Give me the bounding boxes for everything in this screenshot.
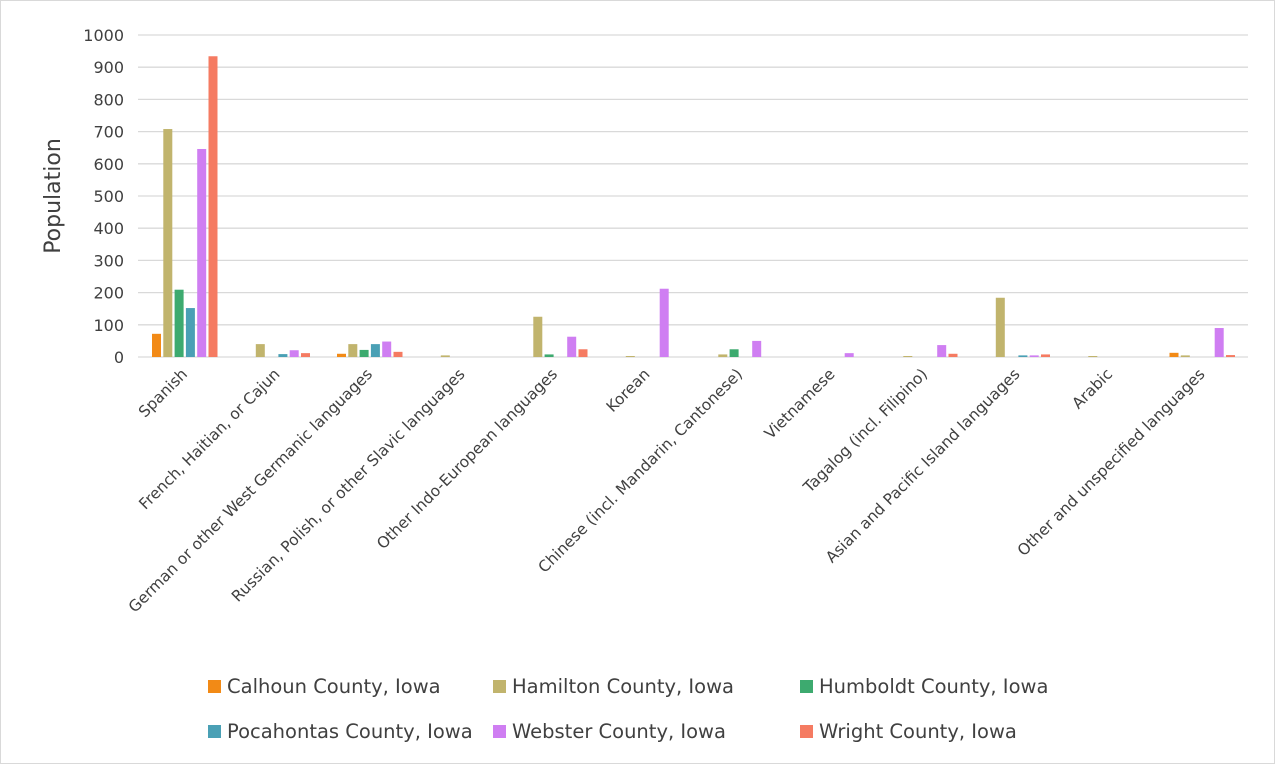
bar	[255, 344, 265, 357]
bar	[370, 344, 380, 357]
bars	[152, 56, 1235, 357]
bar	[995, 297, 1005, 357]
bar	[289, 350, 299, 357]
bar	[440, 355, 450, 357]
bar	[382, 341, 392, 357]
x-category-label: Chinese (incl. Mandarin, Cantonese)	[535, 365, 746, 576]
y-tick-label: 900	[93, 58, 124, 77]
bar	[567, 336, 577, 357]
legend-swatch	[800, 680, 813, 693]
y-tick-label: 200	[93, 284, 124, 303]
bar	[393, 351, 403, 357]
y-tick-label: 1000	[83, 26, 124, 45]
legend-swatch	[208, 680, 221, 693]
bar	[937, 345, 947, 357]
bar	[844, 353, 854, 357]
x-category-label: Asian and Pacific Island languages	[822, 365, 1023, 566]
legend-swatch	[493, 725, 506, 738]
y-tick-label: 800	[93, 90, 124, 109]
bar	[163, 129, 173, 357]
bar	[208, 56, 218, 357]
y-axis-title: Population	[41, 138, 66, 254]
x-category-label: Other and unspecified languages	[1014, 365, 1209, 560]
legend-label: Humboldt County, Iowa	[819, 675, 1048, 698]
bar	[337, 353, 346, 357]
legend-label: Hamilton County, Iowa	[512, 675, 734, 698]
y-tick-label: 700	[93, 123, 124, 142]
bar	[1214, 328, 1224, 357]
bar	[903, 356, 913, 357]
x-category-label: Arabic	[1069, 365, 1116, 412]
bar	[948, 353, 958, 357]
bar	[174, 289, 184, 357]
bar	[301, 353, 310, 357]
bar	[1018, 355, 1028, 357]
y-tick-label: 500	[93, 187, 124, 206]
bar	[1088, 356, 1098, 357]
bar	[1169, 352, 1179, 357]
legend-label: Wright County, Iowa	[819, 720, 1017, 743]
legend-label: Webster County, Iowa	[512, 720, 726, 743]
legend-swatch	[800, 725, 813, 738]
bar	[752, 340, 762, 357]
x-category-label: Other Indo-European languages	[373, 365, 561, 553]
y-tick-label: 300	[93, 251, 124, 270]
x-category-label: Vietnamese	[761, 365, 839, 443]
y-axis-tick-labels: 0 100 200 300 400 500 600 700 800 900 1000	[83, 26, 124, 367]
x-category-label: Spanish	[135, 365, 191, 421]
bar	[152, 333, 161, 357]
x-category-label: Korean	[603, 365, 654, 416]
bar	[625, 356, 635, 357]
bar	[1226, 355, 1235, 357]
bar	[1041, 354, 1050, 357]
y-tick-label: 600	[93, 155, 124, 174]
legend-label: Calhoun County, Iowa	[227, 675, 441, 698]
gridlines	[138, 34, 1248, 358]
legend-swatch	[208, 725, 221, 738]
y-tick-label: 0	[114, 348, 124, 367]
bar	[278, 354, 288, 357]
legend: Calhoun County, Iowa Hamilton County, Iow…	[208, 675, 1048, 743]
legend-label: Pocahontas County, Iowa	[227, 720, 473, 743]
bar	[348, 344, 358, 357]
bar	[1180, 355, 1190, 357]
bar	[718, 354, 728, 357]
bar	[359, 349, 369, 357]
bar	[544, 354, 554, 357]
y-tick-label: 400	[93, 219, 124, 238]
bar	[659, 288, 669, 357]
y-tick-label: 100	[93, 316, 124, 335]
bar	[533, 316, 543, 357]
bar	[197, 148, 207, 357]
bar	[185, 308, 195, 357]
bar	[729, 349, 739, 357]
bar	[1029, 355, 1039, 357]
legend-swatch	[493, 680, 506, 693]
bar	[578, 349, 588, 357]
